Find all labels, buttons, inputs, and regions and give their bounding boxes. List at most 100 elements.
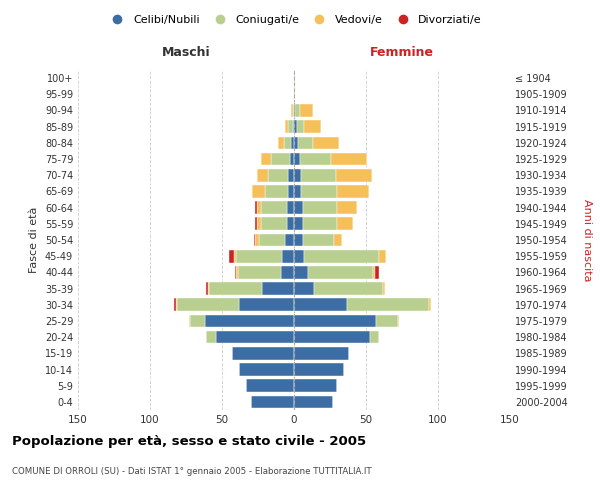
Bar [294,396,333,408]
Bar [255,218,257,230]
Bar [302,234,334,246]
Bar [347,298,430,311]
Bar [262,282,294,295]
Bar [290,152,294,166]
Bar [373,266,374,278]
Bar [300,152,331,166]
Bar [398,314,399,328]
Bar [302,218,337,230]
Bar [295,104,300,117]
Bar [286,234,294,246]
Bar [294,88,295,101]
Bar [337,218,353,230]
Bar [175,298,176,311]
Bar [216,331,294,344]
Bar [337,202,358,214]
Bar [314,282,383,295]
Bar [236,266,238,278]
Bar [370,331,379,344]
Bar [383,282,385,295]
Bar [294,250,304,262]
Bar [178,298,239,311]
Bar [235,266,236,278]
Bar [252,185,265,198]
Bar [294,202,302,214]
Bar [238,266,281,278]
Bar [294,266,308,278]
Bar [236,250,283,262]
Bar [294,104,295,117]
Bar [294,120,297,133]
Bar [337,185,369,198]
Bar [374,266,379,278]
Bar [304,250,379,262]
Bar [288,120,293,133]
Bar [294,72,295,85]
Bar [294,234,302,246]
Bar [288,169,294,181]
Bar [379,250,386,262]
Bar [331,152,367,166]
Bar [334,234,341,246]
Bar [294,185,301,198]
Bar [294,331,370,344]
Bar [294,169,301,181]
Bar [271,152,290,166]
Bar [376,314,398,328]
Bar [255,202,257,214]
Bar [208,282,209,295]
Bar [301,169,336,181]
Bar [206,331,216,344]
Bar [229,250,233,262]
Text: Femmine: Femmine [370,46,434,59]
Bar [308,266,373,278]
Bar [300,104,313,117]
Bar [233,250,236,262]
Bar [176,298,178,311]
Bar [302,202,337,214]
Bar [287,202,294,214]
Y-axis label: Fasce di età: Fasce di età [29,207,39,273]
Bar [294,152,300,166]
Bar [205,314,294,328]
Bar [294,347,349,360]
Bar [294,363,344,376]
Bar [294,298,347,311]
Bar [261,202,287,214]
Bar [232,347,294,360]
Legend: Celibi/Nubili, Coniugati/e, Vedovi/e, Divorziati/e: Celibi/Nubili, Coniugati/e, Vedovi/e, Di… [102,10,486,29]
Bar [239,363,294,376]
Bar [313,136,338,149]
Bar [254,234,255,246]
Bar [278,136,284,149]
Bar [257,169,268,181]
Bar [261,152,271,166]
Bar [259,234,286,246]
Bar [281,266,294,278]
Bar [206,282,208,295]
Bar [265,185,288,198]
Bar [430,298,431,311]
Bar [286,120,288,133]
Bar [294,314,376,328]
Bar [257,218,261,230]
Bar [239,298,294,311]
Text: COMUNE DI ORROLI (SU) - Dati ISTAT 1° gennaio 2005 - Elaborazione TUTTITALIA.IT: COMUNE DI ORROLI (SU) - Dati ISTAT 1° ge… [12,468,371,476]
Bar [301,185,337,198]
Bar [268,169,288,181]
Bar [283,250,294,262]
Bar [189,314,190,328]
Bar [294,380,337,392]
Bar [288,185,294,198]
Bar [336,169,372,181]
Bar [291,104,293,117]
Bar [293,104,294,117]
Bar [297,120,304,133]
Bar [209,282,262,295]
Bar [257,202,261,214]
Y-axis label: Anni di nascita: Anni di nascita [581,198,592,281]
Bar [287,218,294,230]
Bar [294,218,302,230]
Bar [255,234,259,246]
Bar [293,120,294,133]
